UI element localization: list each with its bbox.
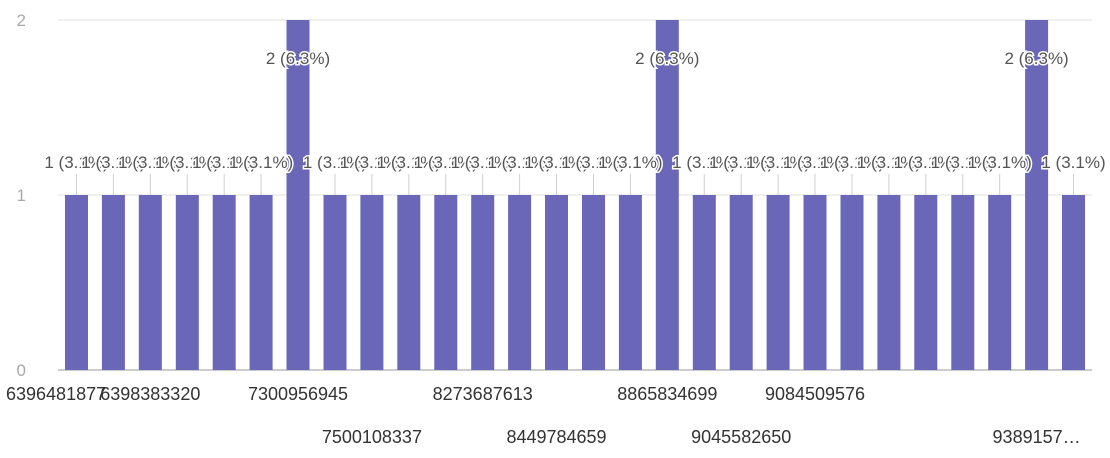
bar: [914, 195, 938, 370]
data-label: 1 (3.1%): [820, 153, 884, 172]
data-label: 2 (6.3%): [1004, 49, 1068, 68]
x-tick-label: 7500108337: [322, 427, 422, 447]
data-label: 1 (3.1%): [451, 153, 515, 172]
x-tick-label: 7300956945: [248, 384, 348, 404]
bar: [803, 195, 827, 370]
bar: [323, 195, 347, 370]
x-tick-label: 9389157…: [993, 427, 1081, 447]
bar: [988, 195, 1012, 370]
x-tick-label: 9084509576: [765, 384, 865, 404]
x-tick-label: 9045582650: [691, 427, 791, 447]
x-tick-label: 8273687613: [433, 384, 533, 404]
bar: [101, 195, 125, 370]
data-label: 1 (3.1%): [857, 153, 921, 172]
data-label: 1 (3.1%): [192, 153, 256, 172]
data-label: 1 (3.1%): [377, 153, 441, 172]
data-label: 2 (6.3%): [635, 49, 699, 68]
data-label: 1 (3.1%): [303, 153, 367, 172]
data-label: 1 (3.1%): [783, 153, 847, 172]
data-label: 1 (3.1%): [155, 153, 219, 172]
bar: [212, 195, 236, 370]
x-tick-label: 8865834699: [617, 384, 717, 404]
x-tick-label: 6396481877: [6, 384, 106, 404]
bar: [840, 195, 864, 370]
data-label: 1 (3.1%): [487, 153, 551, 172]
bar: [65, 195, 88, 370]
data-label: 1 (3.1%): [598, 153, 662, 172]
bar: [766, 195, 790, 370]
bar: [951, 195, 975, 370]
bar: [1062, 195, 1085, 370]
data-label: 2 (6.3%): [266, 49, 330, 68]
data-label: 1 (3.1%): [746, 153, 810, 172]
y-axis: 0 1 2: [17, 11, 26, 380]
bar: [582, 195, 605, 370]
data-label: 1 (3.1%): [1041, 153, 1105, 172]
bar: [692, 195, 716, 370]
bar: [286, 20, 310, 370]
bar: [618, 195, 642, 370]
y-tick-label: 0: [17, 361, 26, 380]
bar: [655, 20, 679, 370]
data-label: 1 (3.1%): [44, 153, 108, 172]
data-label: 1 (3.1%): [524, 153, 588, 172]
data-label: 1 (3.1%): [414, 153, 478, 172]
bar: [175, 195, 199, 370]
bar: [249, 195, 273, 370]
data-label: 1 (3.1%): [709, 153, 773, 172]
bar: [508, 195, 532, 370]
bar: [360, 195, 384, 370]
bar: [877, 195, 901, 370]
y-tick-label: 1: [17, 186, 26, 205]
data-label: 1 (3.1%): [229, 153, 293, 172]
bar: [397, 195, 421, 370]
data-label: 1 (3.1%): [340, 153, 404, 172]
data-label: 1 (3.1%): [894, 153, 958, 172]
bar: [545, 195, 568, 370]
bars: [65, 20, 1085, 370]
data-label: 1 (3.1%): [968, 153, 1032, 172]
x-tick-label: 8449784659: [506, 427, 606, 447]
data-label: 1 (3.1%): [81, 153, 145, 172]
data-label: 1 (3.1%): [931, 153, 995, 172]
data-label: 1 (3.1%): [672, 153, 736, 172]
y-tick-label: 2: [17, 11, 26, 30]
data-label: 1 (3.1%): [118, 153, 182, 172]
bar: [471, 195, 495, 370]
bar: [729, 195, 753, 370]
bar: [1025, 20, 1049, 370]
bar: [434, 195, 458, 370]
x-tick-label: 6398383320: [100, 384, 200, 404]
data-label: 1 (3.1%): [561, 153, 625, 172]
bar: [138, 195, 162, 370]
data-labels: 1 (3.1%)1 (3.1%)1 (3.1%)1 (3.1%)1 (3.1%)…: [43, 48, 1107, 195]
